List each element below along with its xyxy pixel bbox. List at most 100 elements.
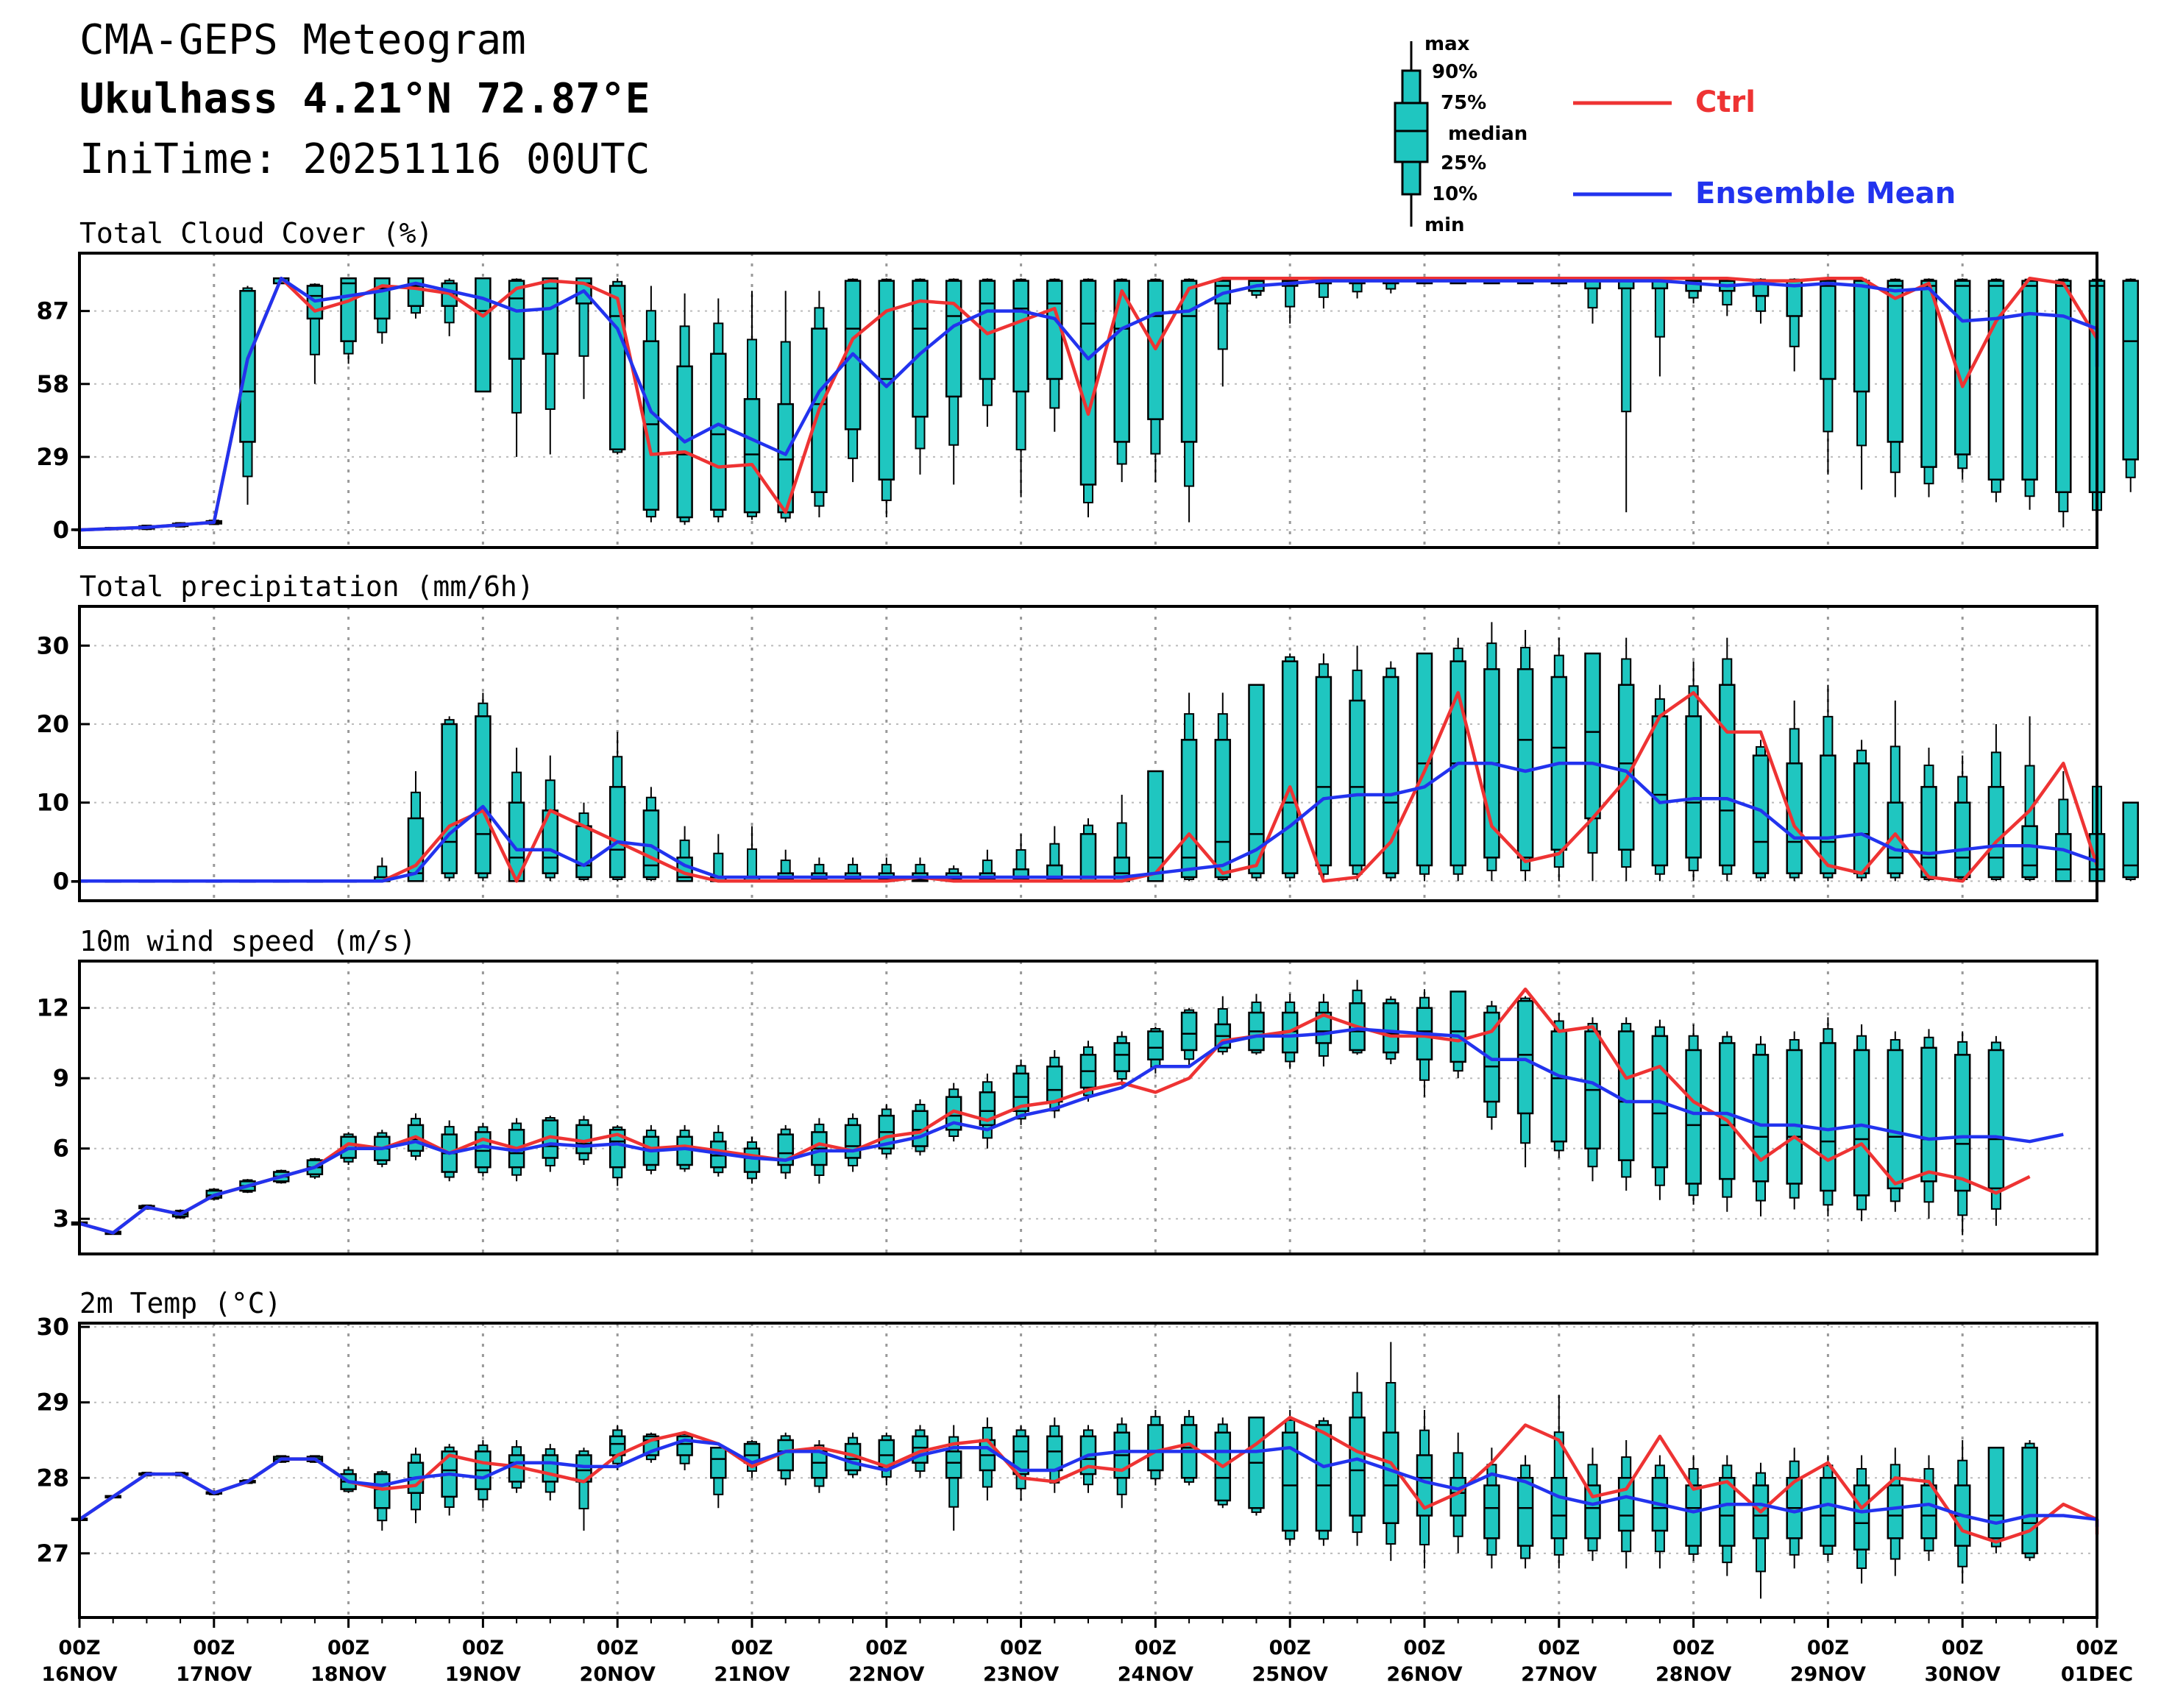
legend-boxplot-key: max 90% 75% median 25% 10% min xyxy=(1394,33,1527,236)
y-tick-label: 58 xyxy=(36,370,69,398)
ensemble-box xyxy=(1853,740,1870,882)
panel-frame xyxy=(78,605,2098,902)
ensemble-box xyxy=(1719,1031,1736,1212)
ensemble-box xyxy=(1550,1395,1568,1569)
box-iqr xyxy=(1987,280,2005,481)
box-iqr xyxy=(1887,801,1904,874)
panel-2: 10m wind speed (m/s) 3 6 9 12 xyxy=(36,925,2098,1255)
ensemble-mean-line xyxy=(78,1438,2099,1527)
ensemble-box xyxy=(1617,637,1635,882)
ensemble-box xyxy=(743,291,761,520)
ensemble-box xyxy=(1483,1001,1500,1130)
x-date-label: 23NOV xyxy=(983,1663,1059,1686)
legend-p25-label: 25% xyxy=(1441,152,1486,174)
ensemble-box xyxy=(1281,1409,1299,1546)
box-iqr xyxy=(945,280,962,398)
ensemble-box xyxy=(642,286,660,522)
ensemble-box xyxy=(575,802,592,882)
ensemble-box xyxy=(1887,278,1904,497)
panel-frame xyxy=(78,960,2098,1255)
box-iqr xyxy=(2021,280,2038,481)
x-time-label: 00Z xyxy=(462,1637,504,1659)
ensemble-box xyxy=(508,278,525,457)
box-outer-range xyxy=(1621,278,1632,413)
ensemble-box xyxy=(1954,1031,1971,1236)
box-iqr xyxy=(2122,801,2139,879)
ensemble-box xyxy=(676,1432,693,1470)
panel-title: Total precipitation (mm/6h) xyxy=(79,570,534,603)
ensemble-box xyxy=(1719,637,1736,882)
ensemble-box xyxy=(743,1136,761,1184)
ensemble-box xyxy=(1651,684,1669,882)
x-date-label: 21NOV xyxy=(714,1663,789,1686)
x-date-label: 22NOV xyxy=(848,1663,924,1686)
box-iqr xyxy=(1113,280,1130,443)
ensemble-box xyxy=(1853,1024,1870,1222)
ensemble-box xyxy=(475,1122,492,1177)
ensemble-box xyxy=(743,826,761,882)
ensemble-box xyxy=(1248,1416,1265,1516)
ensemble-box xyxy=(441,716,458,882)
box-iqr xyxy=(441,723,458,874)
ensemble-box xyxy=(441,278,458,336)
x-date-label: 20NOV xyxy=(580,1663,656,1686)
y-tick-label: 28 xyxy=(36,1464,69,1492)
box-iqr xyxy=(979,1091,996,1127)
ensemble-box xyxy=(1752,1462,1770,1599)
ensemble-box xyxy=(1920,1029,1937,1219)
y-tick-label: 87 xyxy=(36,297,69,325)
ensemble-box xyxy=(1315,653,1333,882)
ensemble-box xyxy=(1113,1031,1130,1085)
ensemble-box xyxy=(1383,661,1399,882)
ctrl-line xyxy=(79,987,2031,1235)
y-tick-label: 10 xyxy=(36,789,69,817)
ensemble-box xyxy=(1820,1017,1837,1217)
x-time-label: 00Z xyxy=(1942,1637,1984,1659)
ensemble-box xyxy=(1416,652,1433,882)
ensemble-box xyxy=(608,1124,626,1186)
box-iqr xyxy=(1416,652,1433,867)
box-iqr xyxy=(1516,1477,1534,1547)
box-iqr xyxy=(1920,786,1937,879)
ensemble-box xyxy=(1920,278,1937,497)
ensemble-box xyxy=(1920,1455,1937,1562)
y-tick-label: 29 xyxy=(36,1389,69,1417)
ensemble-box xyxy=(1483,1447,1500,1569)
ensemble-box xyxy=(1349,1372,1366,1546)
box-iqr xyxy=(575,825,592,879)
x-time-label: 00Z xyxy=(1000,1637,1042,1659)
box-iqr xyxy=(1281,1431,1299,1532)
box-iqr xyxy=(1516,999,1534,1115)
x-date-label: 01DEC xyxy=(2061,1663,2133,1686)
box-iqr xyxy=(1584,652,1601,820)
ensemble-box xyxy=(1820,684,1837,882)
ensemble-box xyxy=(1113,795,1130,882)
x-date-label: 29NOV xyxy=(1790,1663,1866,1686)
box-iqr xyxy=(1550,1477,1568,1539)
box-iqr xyxy=(1180,280,1198,443)
box-iqr xyxy=(1046,1435,1063,1472)
box-iqr xyxy=(1449,991,1466,1063)
legend-mean-label: Ensemble Mean xyxy=(1695,177,1956,210)
ensemble-box xyxy=(2122,278,2139,492)
ensemble-box xyxy=(1483,622,1500,882)
box-iqr xyxy=(1214,739,1232,879)
ensemble-box xyxy=(1315,1417,1333,1546)
x-date-label: 24NOV xyxy=(1118,1663,1193,1686)
legend: max 90% 75% median 25% 10% min Ctrl Ense… xyxy=(1394,33,1956,236)
box-iqr xyxy=(1920,280,1937,468)
ensemble-box xyxy=(1079,1041,1097,1102)
ensemble-box xyxy=(1987,724,2005,882)
x-date-label: 19NOV xyxy=(445,1663,521,1686)
ensemble-box xyxy=(1046,278,1063,432)
panel-title: 2m Temp (°C) xyxy=(79,1287,282,1319)
ensemble-box xyxy=(676,293,693,525)
ensemble-box xyxy=(1248,993,1265,1055)
box-iqr xyxy=(743,1147,761,1173)
box-iqr xyxy=(1853,280,1870,393)
ctrl-line xyxy=(79,691,2099,883)
box-iqr xyxy=(710,352,727,511)
box-iqr xyxy=(2122,280,2139,461)
box-iqr xyxy=(2021,825,2038,879)
